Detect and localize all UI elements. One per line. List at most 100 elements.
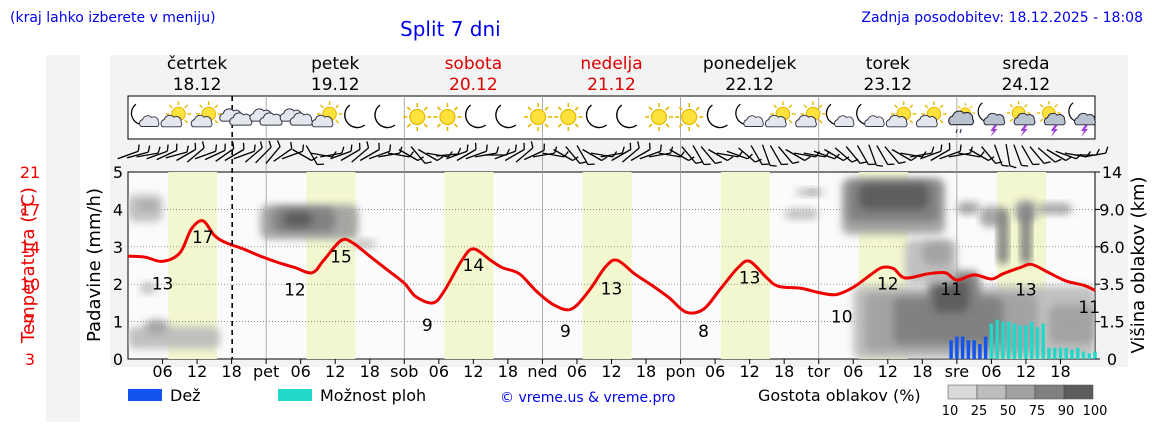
precipitation-bars (949, 319, 1097, 359)
temperature-label: 17 (192, 228, 214, 248)
rain-bar (978, 344, 982, 359)
wind-barb (692, 145, 711, 166)
wind-barb (204, 143, 226, 161)
x-tick-label: 18 (498, 362, 518, 381)
wind-barb (630, 142, 651, 162)
day-date: 21.12 (587, 75, 636, 95)
legend-rain-label: Dež (170, 386, 201, 405)
weather-icons (130, 100, 1096, 137)
shower-bar (1052, 347, 1057, 359)
wind-barb (845, 146, 867, 165)
cloud-height-axis-title: Višina oblakov (km) (1128, 176, 1149, 353)
wind-barb (824, 148, 850, 162)
wind-barb (793, 151, 821, 158)
wind-barb (1021, 145, 1040, 166)
wind-barb (523, 143, 545, 161)
wind-barb (600, 146, 625, 158)
precipitation-tick-label: 0 (113, 350, 123, 369)
storm-moon-icon (1068, 102, 1096, 137)
wind-barb (515, 141, 534, 163)
day-name: torek (866, 54, 910, 74)
wind-barb (244, 141, 263, 163)
shower-bar (1018, 325, 1022, 359)
cloud-area (1037, 203, 1072, 215)
shower-bar (1087, 353, 1091, 359)
daylight-band (444, 172, 494, 359)
day-name: četrtek (167, 54, 228, 74)
region-hint[interactable]: (kraj lahko izberete v meniju) (10, 10, 216, 26)
shower-bar (1041, 323, 1045, 359)
credit-link[interactable]: © vreme.us & vreme.pro (500, 390, 675, 406)
temperature-label: 9 (422, 316, 433, 336)
x-tick-label: 18 (636, 362, 656, 381)
wind-barb (351, 141, 370, 163)
wind-barb (777, 146, 800, 165)
wind-barb (136, 146, 161, 158)
height-tick-label: 3.5 (1099, 275, 1124, 294)
cloud-cover (128, 177, 1095, 359)
wind-barb (1084, 146, 1109, 158)
page-title: Split 7 dni (400, 17, 501, 41)
day-name: ponedeljek (703, 54, 797, 74)
temperature-tick-label: 7 (25, 313, 35, 332)
cloud-area (139, 282, 157, 294)
temperature-label: 15 (330, 248, 352, 268)
cloud-area (933, 279, 969, 313)
left-axis-panel (46, 55, 80, 422)
shower-bar (1081, 351, 1086, 359)
height-tick-label: 0 (1107, 350, 1117, 369)
shower-bar (1047, 347, 1051, 359)
rain-bar (955, 336, 959, 359)
temperature-label: 11 (1078, 298, 1100, 318)
rain-cloud-icon (948, 102, 976, 134)
x-tick-label: 12 (463, 362, 483, 381)
temperature-label: 13 (152, 274, 174, 294)
x-tick-label: 12 (325, 362, 345, 381)
height-tick-label: 6.0 (1099, 238, 1124, 257)
wind-barb (576, 145, 595, 166)
x-tick-label: 18 (360, 362, 380, 381)
wind-barbs (117, 140, 1109, 169)
shower-bar (1070, 349, 1074, 359)
day-date: 18.12 (173, 75, 222, 95)
wind-barb (330, 144, 353, 160)
cloud-area (997, 207, 1009, 265)
cloud-area (784, 208, 819, 220)
wind-barb (146, 144, 169, 160)
daylight-band (306, 172, 356, 359)
density-swatch (976, 384, 1007, 400)
x-tick-label: 12 (601, 362, 621, 381)
wind-barb (1046, 148, 1072, 162)
x-tick-label: 06 (705, 362, 725, 381)
wind-barb (909, 146, 935, 158)
wind-barb (456, 142, 477, 162)
wind-barb (532, 146, 558, 158)
rain-bar (960, 336, 965, 359)
wind-barb (194, 144, 218, 160)
day-date: 20.12 (449, 75, 498, 95)
cloud-area (283, 211, 313, 227)
wind-barb (126, 145, 151, 159)
density-scale: 10 25 50 75 90 100 (942, 384, 1107, 419)
shower-bar (989, 323, 994, 359)
x-tick-label: 06 (152, 362, 172, 381)
wind-barb (920, 144, 943, 160)
day-date: 24.12 (1002, 75, 1051, 95)
temperature-tick-label: 10 (20, 275, 40, 294)
temperature-label: 11 (940, 280, 962, 300)
density-level-label: 25 (971, 404, 988, 419)
wind-barb (176, 142, 197, 162)
precipitation-tick-label: 3 (113, 238, 123, 257)
x-tick-label: pon (666, 362, 696, 381)
day-date: 23.12 (863, 75, 912, 95)
wind-barb (281, 144, 305, 160)
wind-barb (410, 146, 432, 165)
shower-bar (1001, 321, 1005, 359)
wind-barb (224, 142, 245, 162)
cloud-area (922, 241, 952, 265)
temperature-label: 14 (463, 256, 485, 276)
density-swatch (1063, 384, 1094, 400)
x-tick-label: 18 (1050, 362, 1070, 381)
